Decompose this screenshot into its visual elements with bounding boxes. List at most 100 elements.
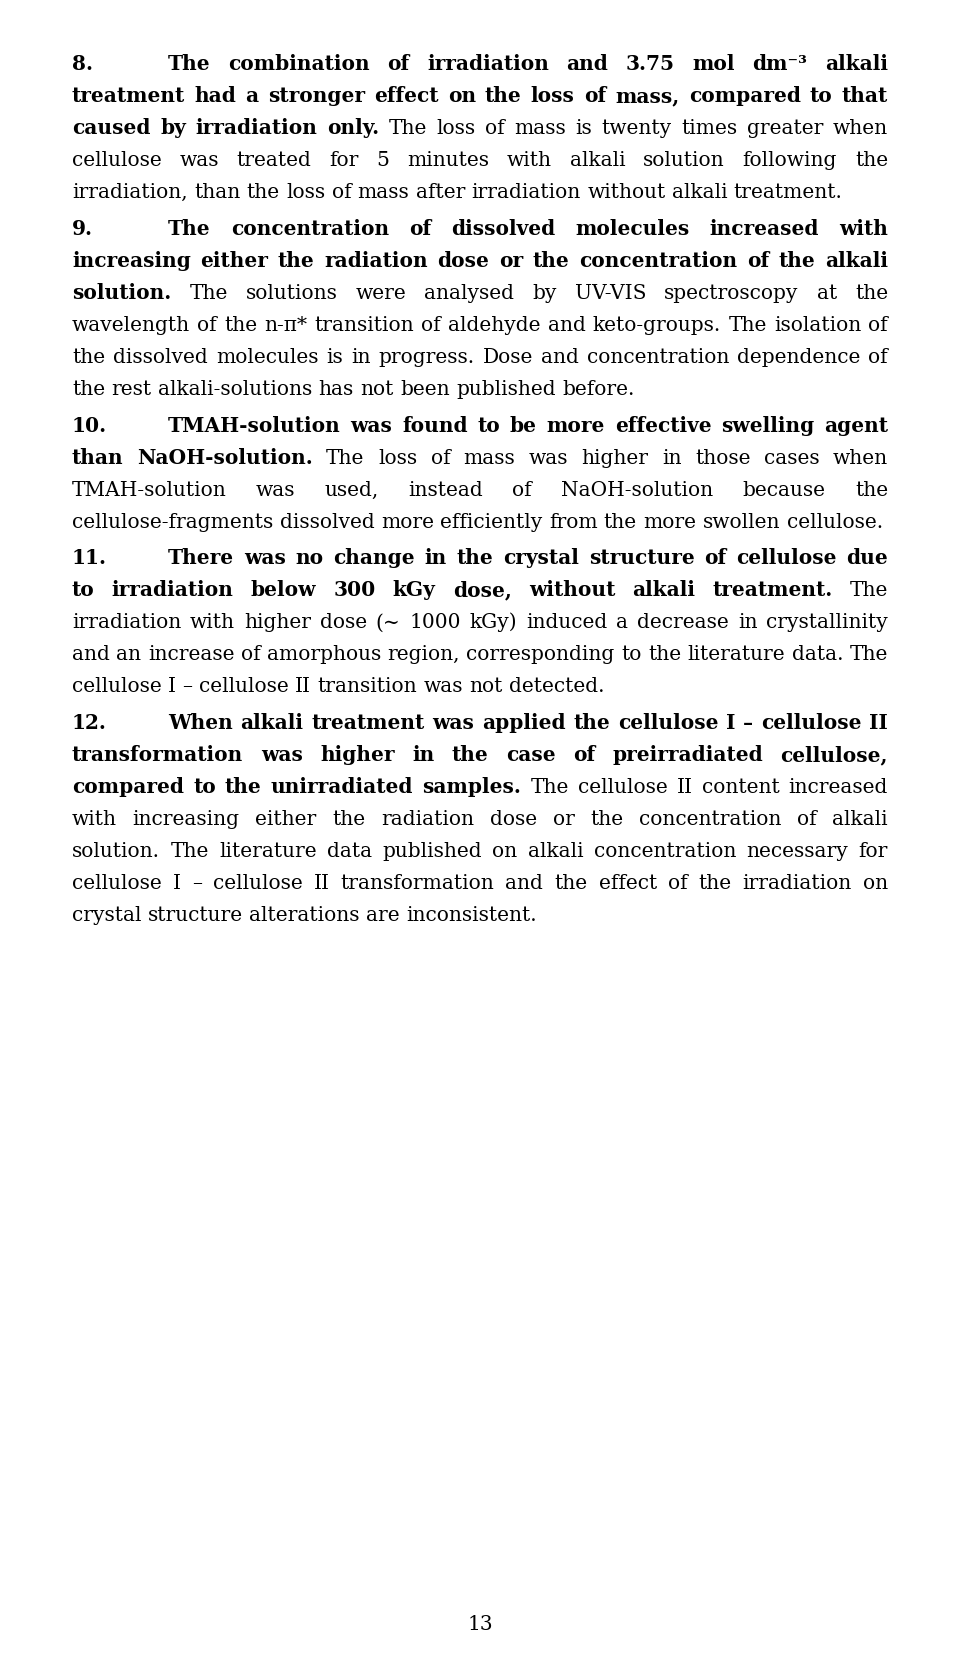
Text: was: was	[256, 481, 296, 499]
Text: the: the	[72, 379, 106, 399]
Text: kGy): kGy)	[469, 613, 517, 633]
Text: when: when	[833, 449, 888, 468]
Text: mass,: mass,	[615, 85, 680, 105]
Text: higher: higher	[582, 449, 649, 468]
Text: analysed: analysed	[424, 284, 515, 302]
Text: more: more	[381, 513, 434, 531]
Text: by: by	[160, 119, 186, 139]
Text: that: that	[842, 85, 888, 105]
Text: mass: mass	[464, 449, 516, 468]
Text: below: below	[251, 581, 317, 601]
Text: NaOH-solution: NaOH-solution	[562, 481, 713, 499]
Text: structure: structure	[588, 548, 694, 568]
Text: the: the	[648, 645, 682, 665]
Text: kGy: kGy	[393, 581, 436, 601]
Text: 5: 5	[376, 150, 390, 170]
Text: been: been	[400, 379, 449, 399]
Text: to: to	[621, 645, 641, 665]
Text: the: the	[573, 713, 610, 733]
Text: found: found	[402, 416, 468, 436]
Text: solution.: solution.	[72, 842, 160, 862]
Text: the: the	[854, 150, 888, 170]
Text: of: of	[485, 119, 505, 139]
Text: region,: region,	[388, 645, 460, 665]
Text: is: is	[326, 347, 343, 367]
Text: irradiation: irradiation	[72, 613, 181, 633]
Text: of: of	[573, 745, 595, 765]
Text: at: at	[817, 284, 837, 302]
Text: cellulose: cellulose	[617, 713, 718, 733]
Text: efficiently: efficiently	[440, 513, 542, 531]
Text: the: the	[247, 184, 279, 202]
Text: II: II	[869, 713, 888, 733]
Text: than: than	[194, 184, 240, 202]
Text: The: The	[850, 645, 888, 665]
Text: on: on	[492, 842, 517, 862]
Text: The: The	[850, 581, 888, 601]
Text: those: those	[695, 449, 751, 468]
Text: treatment.: treatment.	[712, 581, 832, 601]
Text: with: with	[839, 219, 888, 239]
Text: used,: used,	[324, 481, 379, 499]
Text: and: and	[505, 873, 543, 893]
Text: cellulose: cellulose	[72, 678, 161, 696]
Text: irradiation: irradiation	[112, 581, 233, 601]
Text: swelling: swelling	[721, 416, 814, 436]
Text: was: was	[529, 449, 568, 468]
Text: of: of	[430, 449, 450, 468]
Text: alkali: alkali	[528, 842, 584, 862]
Text: concentration: concentration	[594, 842, 736, 862]
Text: times: times	[682, 119, 737, 139]
Text: unirradiated: unirradiated	[271, 777, 414, 797]
Text: higher: higher	[320, 745, 395, 765]
Text: a: a	[616, 613, 629, 633]
Text: and: and	[566, 53, 609, 73]
Text: crystal: crystal	[503, 548, 579, 568]
Text: before.: before.	[562, 379, 635, 399]
Text: The: The	[168, 219, 210, 239]
Text: the: the	[604, 513, 636, 531]
Text: treatment.: treatment.	[733, 184, 843, 202]
Text: mass: mass	[515, 119, 565, 139]
Text: was: was	[350, 416, 393, 436]
Text: are: are	[367, 907, 400, 925]
Text: alkali: alkali	[832, 810, 888, 830]
Text: UV-VIS: UV-VIS	[575, 284, 646, 302]
Text: loss: loss	[436, 119, 475, 139]
Text: with: with	[190, 613, 235, 633]
Text: transition: transition	[318, 678, 417, 696]
Text: in: in	[412, 745, 434, 765]
Text: transition: transition	[315, 316, 414, 334]
Text: increasing: increasing	[72, 250, 191, 271]
Text: cellulose: cellulose	[761, 713, 861, 733]
Text: dissolved: dissolved	[451, 219, 555, 239]
Text: 11.: 11.	[72, 548, 107, 568]
Text: dissolved: dissolved	[113, 347, 207, 367]
Text: irradiation: irradiation	[195, 119, 317, 139]
Text: 9.: 9.	[72, 219, 93, 239]
Text: loss: loss	[378, 449, 417, 468]
Text: alkali: alkali	[825, 250, 888, 271]
Text: published: published	[382, 842, 482, 862]
Text: in: in	[351, 347, 371, 367]
Text: 13: 13	[468, 1615, 492, 1633]
Text: spectroscopy: spectroscopy	[664, 284, 799, 302]
Text: I: I	[168, 678, 176, 696]
Text: or: or	[553, 810, 574, 830]
Text: alkali: alkali	[632, 581, 695, 601]
Text: than: than	[72, 448, 124, 468]
Text: concentration: concentration	[587, 347, 729, 367]
Text: literature: literature	[219, 842, 317, 862]
Text: applied: applied	[482, 713, 565, 733]
Text: cases: cases	[764, 449, 820, 468]
Text: alkali: alkali	[570, 150, 626, 170]
Text: I: I	[726, 713, 735, 733]
Text: with: with	[72, 810, 117, 830]
Text: irradiation: irradiation	[743, 873, 852, 893]
Text: was: was	[423, 678, 463, 696]
Text: had: had	[195, 85, 236, 105]
Text: when: when	[833, 119, 888, 139]
Text: irradiation: irradiation	[471, 184, 581, 202]
Text: the: the	[554, 873, 588, 893]
Text: increased: increased	[788, 778, 888, 797]
